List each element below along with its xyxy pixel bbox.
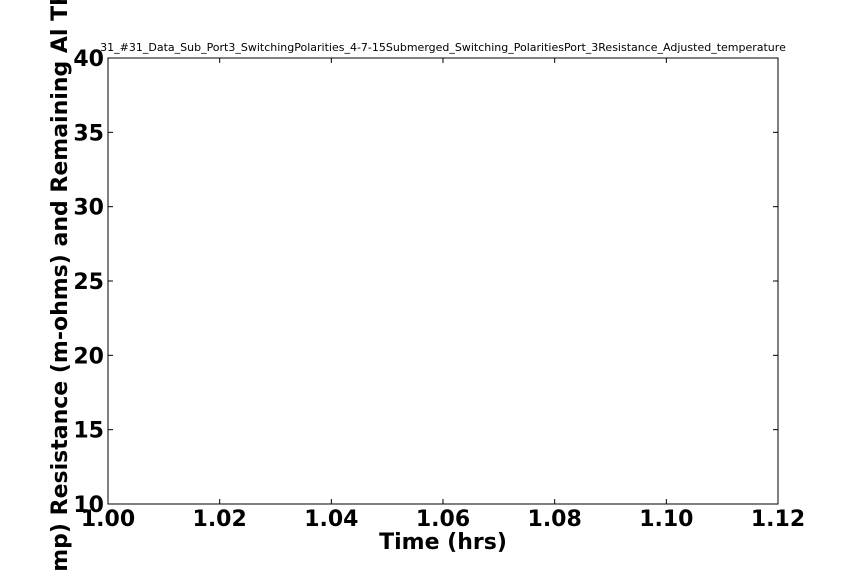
x-tick-label-4: 1.08 [528,507,582,532]
x-tick-label-0: 1.00 [81,507,135,532]
y-tick-label-4: 30 [73,196,104,221]
y-tick-label-1: 15 [73,419,104,444]
x-tick-label-1: 1.02 [193,507,247,532]
y-tick-label-5: 35 [73,121,104,146]
chart-title: 31_#31_Data_Sub_Port3_SwitchingPolaritie… [100,41,786,54]
y-tick-label-3: 25 [73,270,104,295]
x-tick-label-6: 1.12 [751,507,805,532]
y-axis-label: mp) Resistance (m-ohms) and Remaining Al… [48,0,73,572]
x-axis-ticks: 1.00 1.02 1.04 1.06 1.08 1.10 1.12 [81,58,805,532]
x-tick-label-2: 1.04 [304,507,358,532]
plot-area [107,57,779,505]
y-tick-label-0: 10 [73,493,104,518]
x-tick-label-3: 1.06 [416,507,470,532]
y-tick-label-6: 40 [73,47,104,72]
x-tick-label-5: 1.10 [639,507,693,532]
x-axis-label: Time (hrs) [379,530,507,555]
y-axis-ticks: 10 15 20 25 30 35 40 [73,47,778,518]
y-tick-label-2: 20 [73,344,104,369]
